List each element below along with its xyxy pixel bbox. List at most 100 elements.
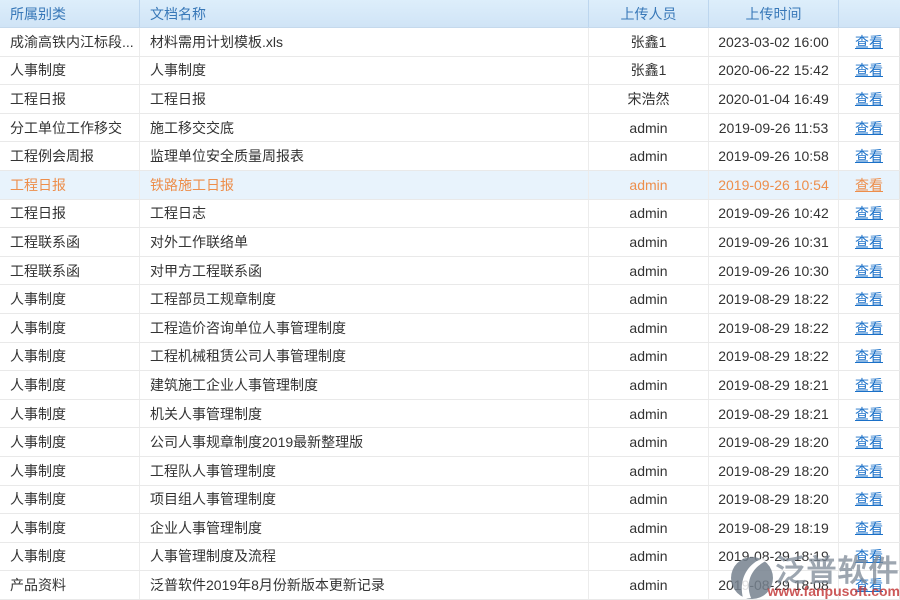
cell-doc-name: 工程日报 xyxy=(140,85,589,113)
cell-category: 分工单位工作移交 xyxy=(0,113,140,142)
cell-doc-name: 机关人事管理制度 xyxy=(140,399,589,428)
cell-category: 产品资料 xyxy=(0,571,140,599)
view-link[interactable]: 查看 xyxy=(855,33,883,50)
view-link[interactable]: 查看 xyxy=(855,90,883,107)
view-link[interactable]: 查看 xyxy=(855,62,883,79)
cell-doc-name: 对外工作联络单 xyxy=(140,228,589,256)
table-row[interactable]: 人事制度 建筑施工企业人事管理制度 admin 2019-08-29 18:21… xyxy=(0,371,900,400)
view-link[interactable]: 查看 xyxy=(855,262,883,279)
table-row[interactable]: 工程联系函 对甲方工程联系函 admin 2019-09-26 10:30 查看 xyxy=(0,256,900,286)
table-row[interactable]: 人事制度 企业人事管理制度 admin 2019-08-29 18:19 查看 xyxy=(0,514,900,543)
cell-category: 人事制度 xyxy=(0,542,140,571)
cell-actions: 查看 xyxy=(839,228,900,256)
view-link[interactable]: 查看 xyxy=(855,319,883,336)
view-link[interactable]: 查看 xyxy=(855,577,883,594)
cell-doc-name: 工程机械租赁公司人事管理制度 xyxy=(140,342,589,371)
cell-upload-time: 2020-01-04 16:49 xyxy=(709,85,839,113)
table-row[interactable]: 人事制度 机关人事管理制度 admin 2019-08-29 18:21 查看 xyxy=(0,399,900,429)
view-link[interactable]: 查看 xyxy=(855,233,883,250)
cell-category: 人事制度 xyxy=(0,56,140,85)
table-row[interactable]: 工程联系函 对外工作联络单 admin 2019-09-26 10:31 查看 xyxy=(0,228,900,257)
cell-actions: 查看 xyxy=(839,371,900,399)
cell-doc-name: 泛普软件2019年8月份新版本更新记录 xyxy=(140,571,589,599)
table-row[interactable]: 人事制度 工程队人事管理制度 admin 2019-08-29 18:20 查看 xyxy=(0,456,900,486)
cell-actions: 查看 xyxy=(839,342,900,371)
cell-actions: 查看 xyxy=(839,428,900,456)
table-header-row: 所属别类 文档名称 上传人员 上传时间 xyxy=(0,0,900,28)
cell-upload-time: 2019-08-29 18:22 xyxy=(709,285,839,313)
table-row[interactable]: 人事制度 工程部员工规章制度 admin 2019-08-29 18:22 查看 xyxy=(0,285,900,314)
cell-upload-time: 2019-08-29 18:19 xyxy=(709,514,839,542)
cell-uploader: admin xyxy=(589,199,709,228)
table-row[interactable]: 工程日报 工程日志 admin 2019-09-26 10:42 查看 xyxy=(0,199,900,229)
header-upload-time[interactable]: 上传时间 xyxy=(709,0,839,27)
table-row[interactable]: 人事制度 人事制度 张鑫1 2020-06-22 15:42 查看 xyxy=(0,56,900,86)
cell-actions: 查看 xyxy=(839,199,900,228)
cell-uploader: admin xyxy=(589,342,709,371)
cell-actions: 查看 xyxy=(839,485,900,514)
view-link[interactable]: 查看 xyxy=(855,348,883,365)
view-link[interactable]: 查看 xyxy=(855,119,883,136)
cell-actions: 查看 xyxy=(839,142,900,170)
table-row[interactable]: 成渝高铁内江标段... 材料需用计划模板.xls 张鑫1 2023-03-02 … xyxy=(0,28,900,57)
cell-uploader: admin xyxy=(589,228,709,256)
view-link[interactable]: 查看 xyxy=(855,376,883,393)
cell-doc-name: 项目组人事管理制度 xyxy=(140,485,589,514)
cell-category: 人事制度 xyxy=(0,514,140,542)
cell-uploader: admin xyxy=(589,371,709,399)
cell-actions: 查看 xyxy=(839,313,900,342)
cell-category: 人事制度 xyxy=(0,342,140,371)
cell-actions: 查看 xyxy=(839,571,900,599)
header-doc-name[interactable]: 文档名称 xyxy=(140,0,589,27)
cell-category: 工程联系函 xyxy=(0,256,140,285)
header-uploader[interactable]: 上传人员 xyxy=(589,0,709,27)
header-category[interactable]: 所属别类 xyxy=(0,0,140,27)
cell-uploader: admin xyxy=(589,571,709,599)
cell-upload-time: 2023-03-02 16:00 xyxy=(709,28,839,56)
table-row[interactable]: 人事制度 公司人事规章制度2019最新整理版 admin 2019-08-29 … xyxy=(0,428,900,457)
view-link[interactable]: 查看 xyxy=(855,519,883,536)
cell-category: 工程例会周报 xyxy=(0,142,140,170)
cell-upload-time: 2019-08-29 18:20 xyxy=(709,428,839,456)
cell-uploader: admin xyxy=(589,113,709,142)
table-row[interactable]: 工程例会周报 监理单位安全质量周报表 admin 2019-09-26 10:5… xyxy=(0,142,900,171)
cell-actions: 查看 xyxy=(839,170,900,199)
table-body: 成渝高铁内江标段... 材料需用计划模板.xls 张鑫1 2023-03-02 … xyxy=(0,28,900,600)
cell-doc-name: 工程部员工规章制度 xyxy=(140,285,589,313)
cell-doc-name: 人事管理制度及流程 xyxy=(140,542,589,571)
cell-uploader: admin xyxy=(589,399,709,428)
cell-upload-time: 2019-09-26 10:31 xyxy=(709,228,839,256)
view-link[interactable]: 查看 xyxy=(855,434,883,451)
view-link[interactable]: 查看 xyxy=(855,148,883,165)
view-link[interactable]: 查看 xyxy=(855,462,883,479)
cell-upload-time: 2019-08-29 18:19 xyxy=(709,542,839,571)
cell-category: 人事制度 xyxy=(0,399,140,428)
table-row[interactable]: 工程日报 铁路施工日报 admin 2019-09-26 10:54 查看 xyxy=(0,170,900,200)
cell-upload-time: 2019-09-26 10:30 xyxy=(709,256,839,285)
view-link[interactable]: 查看 xyxy=(855,491,883,508)
table-row[interactable]: 人事制度 项目组人事管理制度 admin 2019-08-29 18:20 查看 xyxy=(0,485,900,515)
header-actions xyxy=(839,0,900,27)
cell-uploader: admin xyxy=(589,256,709,285)
view-link[interactable]: 查看 xyxy=(855,291,883,308)
view-link[interactable]: 查看 xyxy=(855,548,883,565)
table-row[interactable]: 人事制度 工程机械租赁公司人事管理制度 admin 2019-08-29 18:… xyxy=(0,342,900,372)
cell-category: 成渝高铁内江标段... xyxy=(0,28,140,56)
cell-actions: 查看 xyxy=(839,113,900,142)
table-row[interactable]: 人事制度 工程造价咨询单位人事管理制度 admin 2019-08-29 18:… xyxy=(0,313,900,343)
table-row[interactable]: 工程日报 工程日报 宋浩然 2020-01-04 16:49 查看 xyxy=(0,85,900,114)
cell-doc-name: 工程队人事管理制度 xyxy=(140,456,589,485)
cell-uploader: admin xyxy=(589,485,709,514)
view-link[interactable]: 查看 xyxy=(855,176,883,193)
view-link[interactable]: 查看 xyxy=(855,405,883,422)
table-row[interactable]: 分工单位工作移交 施工移交交底 admin 2019-09-26 11:53 查… xyxy=(0,113,900,143)
table-row[interactable]: 产品资料 泛普软件2019年8月份新版本更新记录 admin 2019-08-2… xyxy=(0,571,900,600)
cell-uploader: admin xyxy=(589,285,709,313)
cell-category: 工程日报 xyxy=(0,170,140,199)
view-link[interactable]: 查看 xyxy=(855,205,883,222)
cell-upload-time: 2019-09-26 10:42 xyxy=(709,199,839,228)
table-row[interactable]: 人事制度 人事管理制度及流程 admin 2019-08-29 18:19 查看 xyxy=(0,542,900,572)
cell-actions: 查看 xyxy=(839,56,900,85)
cell-actions: 查看 xyxy=(839,256,900,285)
cell-uploader: admin xyxy=(589,428,709,456)
